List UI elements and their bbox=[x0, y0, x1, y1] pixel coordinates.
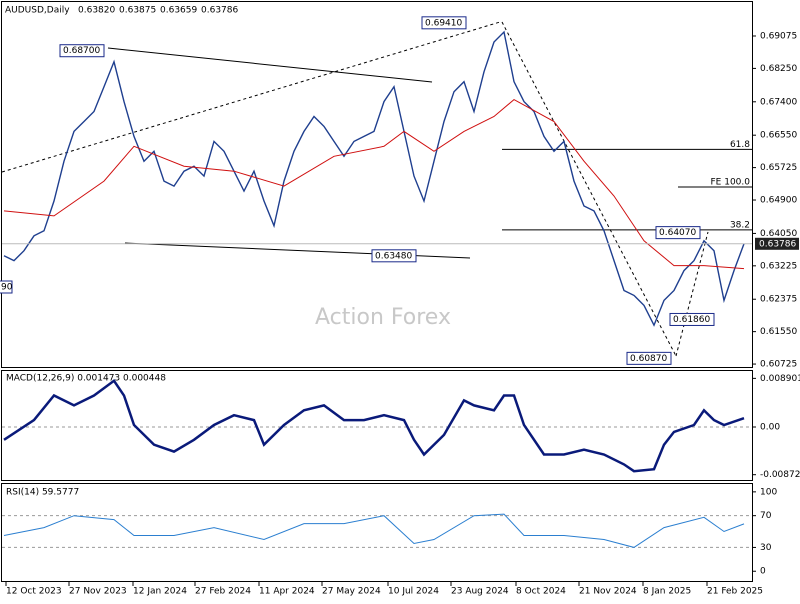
annotation-label: 90 bbox=[1, 283, 13, 293]
panel-frames bbox=[1, 1, 753, 582]
macd-title: MACD(12,26,9) 0.001473 0.000448 bbox=[6, 374, 166, 384]
ohlc-value: 0.63659 bbox=[160, 6, 197, 16]
symbol: AUDUSD,Daily bbox=[5, 6, 70, 16]
annotation-box bbox=[371, 249, 417, 263]
annotation-box bbox=[669, 312, 715, 326]
y-tick-label: 0.63225 bbox=[760, 261, 797, 271]
y-tick-label: 0.008901 bbox=[760, 374, 800, 384]
y-tick-label: 0.65725 bbox=[760, 163, 797, 173]
y-tick-label: 0.68250 bbox=[760, 64, 797, 74]
y-tick-label: 0.69075 bbox=[760, 31, 797, 41]
y-tick-label: 30 bbox=[760, 543, 772, 553]
x-tick-label: 10 Jul 2024 bbox=[388, 587, 439, 597]
x-tick-label: 21 Feb 2025 bbox=[707, 587, 763, 597]
moving-average bbox=[3, 98, 745, 270]
annotation-box bbox=[626, 351, 672, 365]
annotation-label: 0.61860 bbox=[673, 315, 710, 325]
fib-label: 61.8 bbox=[730, 140, 750, 150]
x-tick-label: 8 Oct 2024 bbox=[516, 587, 566, 597]
watermark: Action Forex bbox=[315, 305, 451, 330]
x-tick-label: 27 Feb 2024 bbox=[195, 587, 251, 597]
x-tick-label: 27 May 2024 bbox=[322, 587, 381, 597]
rsi-line bbox=[3, 513, 745, 548]
y-tick-label: 70 bbox=[760, 511, 772, 521]
annotation-box bbox=[0, 280, 13, 294]
fib-label: FE 100.0 bbox=[711, 178, 751, 188]
annotation-label: 0.68700 bbox=[63, 46, 100, 56]
annotation-box bbox=[59, 44, 105, 58]
x-tick-label: 23 Aug 2024 bbox=[451, 587, 509, 597]
annotation-label: 0.63480 bbox=[375, 251, 412, 261]
rsi-title: RSI(14) 59.5777 bbox=[6, 488, 79, 498]
macd-line bbox=[3, 379, 745, 473]
fib-label: 38.2 bbox=[730, 220, 750, 230]
x-tick-label: 12 Oct 2023 bbox=[6, 587, 62, 597]
last-price-box bbox=[755, 237, 799, 250]
y-tick-label: 0.66550 bbox=[760, 131, 797, 141]
x-tick-label: 21 Nov 2024 bbox=[579, 587, 637, 597]
x-tick-label: 12 Jan 2024 bbox=[133, 587, 187, 597]
price-line bbox=[3, 30, 745, 327]
y-tick-label: -0.008729 bbox=[760, 470, 800, 480]
y-tick-label: 0.62375 bbox=[760, 295, 797, 305]
annotation-label: 0.60870 bbox=[630, 354, 667, 364]
y-tick-label: 0.60725 bbox=[760, 360, 797, 370]
y-tick-label: 0.61550 bbox=[760, 327, 797, 337]
y-tick-label: 0.64900 bbox=[760, 196, 797, 206]
ohlc-value: 0.63875 bbox=[119, 6, 156, 16]
annotation-label: 0.69410 bbox=[425, 18, 462, 28]
y-tick-label: 0 bbox=[760, 567, 766, 577]
x-tick-label: 27 Nov 2023 bbox=[69, 587, 127, 597]
y-tick-label: 0.67400 bbox=[760, 97, 797, 107]
last-price-label: 0.63786 bbox=[759, 239, 796, 249]
annotation-box bbox=[421, 16, 467, 30]
ohlc-value: 0.63786 bbox=[201, 6, 238, 16]
y-tick-label: 100 bbox=[760, 487, 777, 497]
x-tick-label: 8 Jan 2025 bbox=[643, 587, 691, 597]
x-tick-label: 11 Apr 2024 bbox=[259, 587, 315, 597]
ohlc-value: 0.63820 bbox=[78, 6, 115, 16]
y-tick-label: 0.64050 bbox=[760, 229, 797, 239]
annotation-box bbox=[655, 226, 701, 240]
y-tick-label: 0.00 bbox=[760, 423, 780, 433]
annotation-label: 0.64070 bbox=[659, 228, 696, 238]
